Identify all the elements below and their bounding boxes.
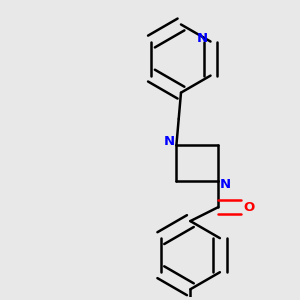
- Text: N: N: [164, 135, 175, 148]
- Text: N: N: [197, 32, 208, 45]
- Text: O: O: [244, 201, 255, 214]
- Text: N: N: [220, 178, 231, 191]
